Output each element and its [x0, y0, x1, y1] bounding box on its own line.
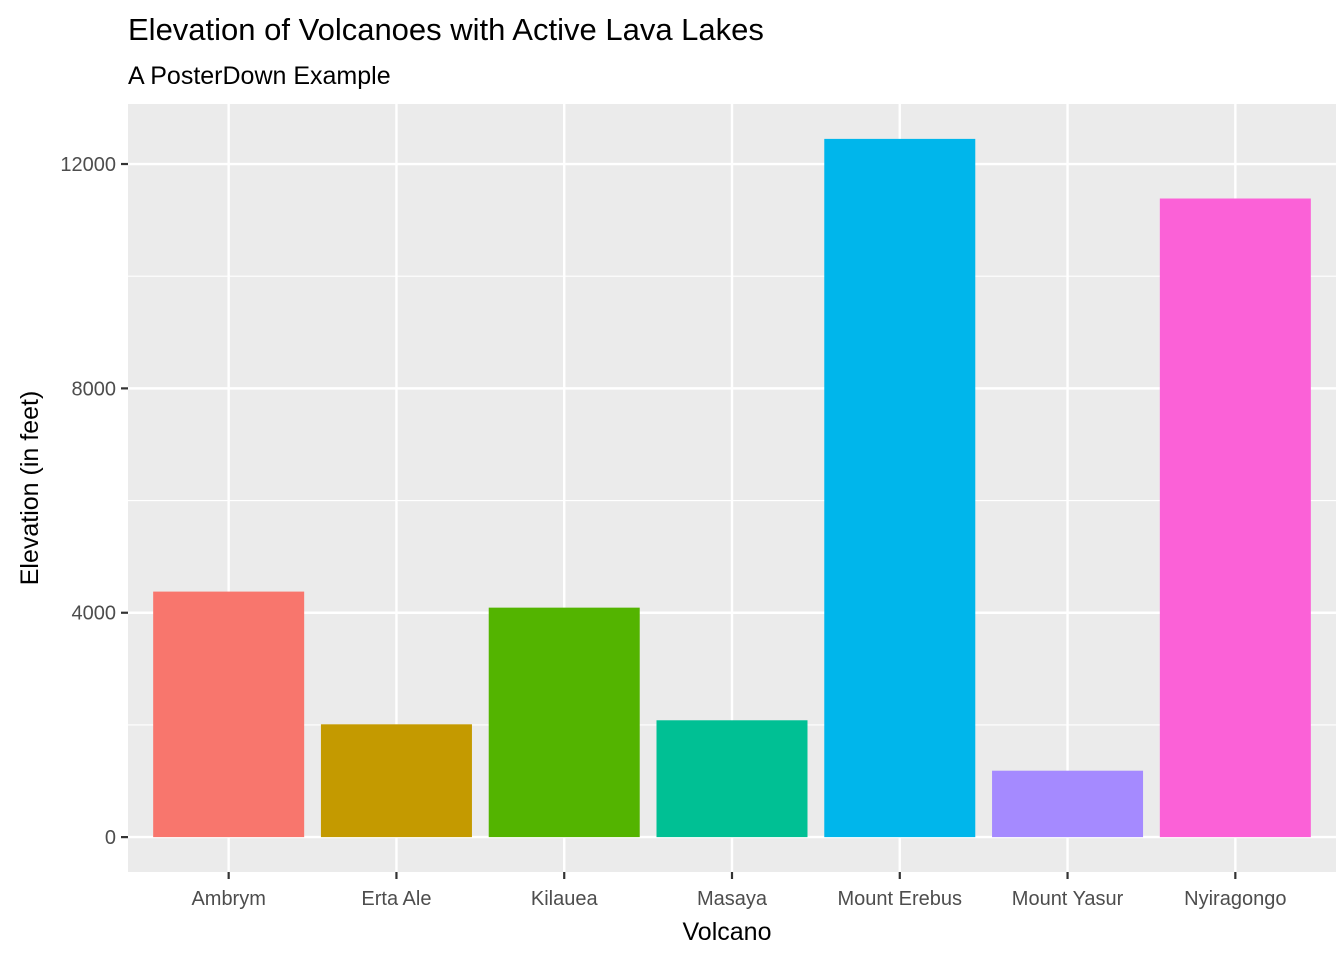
bar-mount-yasur [992, 770, 1144, 838]
bars [153, 138, 1311, 838]
bar-kilauea [488, 607, 640, 838]
x-axis-title: Volcano [683, 918, 772, 946]
x-tick-label: Kilauea [531, 888, 599, 910]
x-tick-label: Masaya [697, 888, 768, 910]
x-tick-label: Mount Erebus [838, 888, 963, 910]
chart-subtitle: A PosterDown Example [128, 62, 391, 90]
x-tick-label: Mount Yasur [1012, 888, 1124, 910]
chart-title: Elevation of Volcanoes with Active Lava … [128, 12, 764, 47]
bar-masaya [656, 720, 808, 838]
bar-nyiragongo [1159, 198, 1311, 838]
x-axis: Ambrym Erta Ale Kilauea Masaya Mount Erebus M… [191, 872, 1286, 910]
bar-ambrym [153, 591, 305, 838]
bar-mount-erebus [824, 138, 976, 838]
x-tick-label: Nyiragongo [1184, 888, 1286, 910]
y-axis-title: Elevation (in feet) [16, 391, 44, 586]
y-tick-label: 12000 [60, 154, 116, 176]
y-axis: 0 4000 8000 12000 [60, 154, 128, 849]
y-tick-label: 0 [105, 827, 116, 849]
x-tick-label: Erta Ale [361, 888, 431, 910]
y-tick-label: 4000 [72, 603, 117, 625]
x-tick-label: Ambrym [191, 888, 265, 910]
bar-erta-ale [320, 724, 472, 838]
y-tick-label: 8000 [72, 378, 117, 400]
